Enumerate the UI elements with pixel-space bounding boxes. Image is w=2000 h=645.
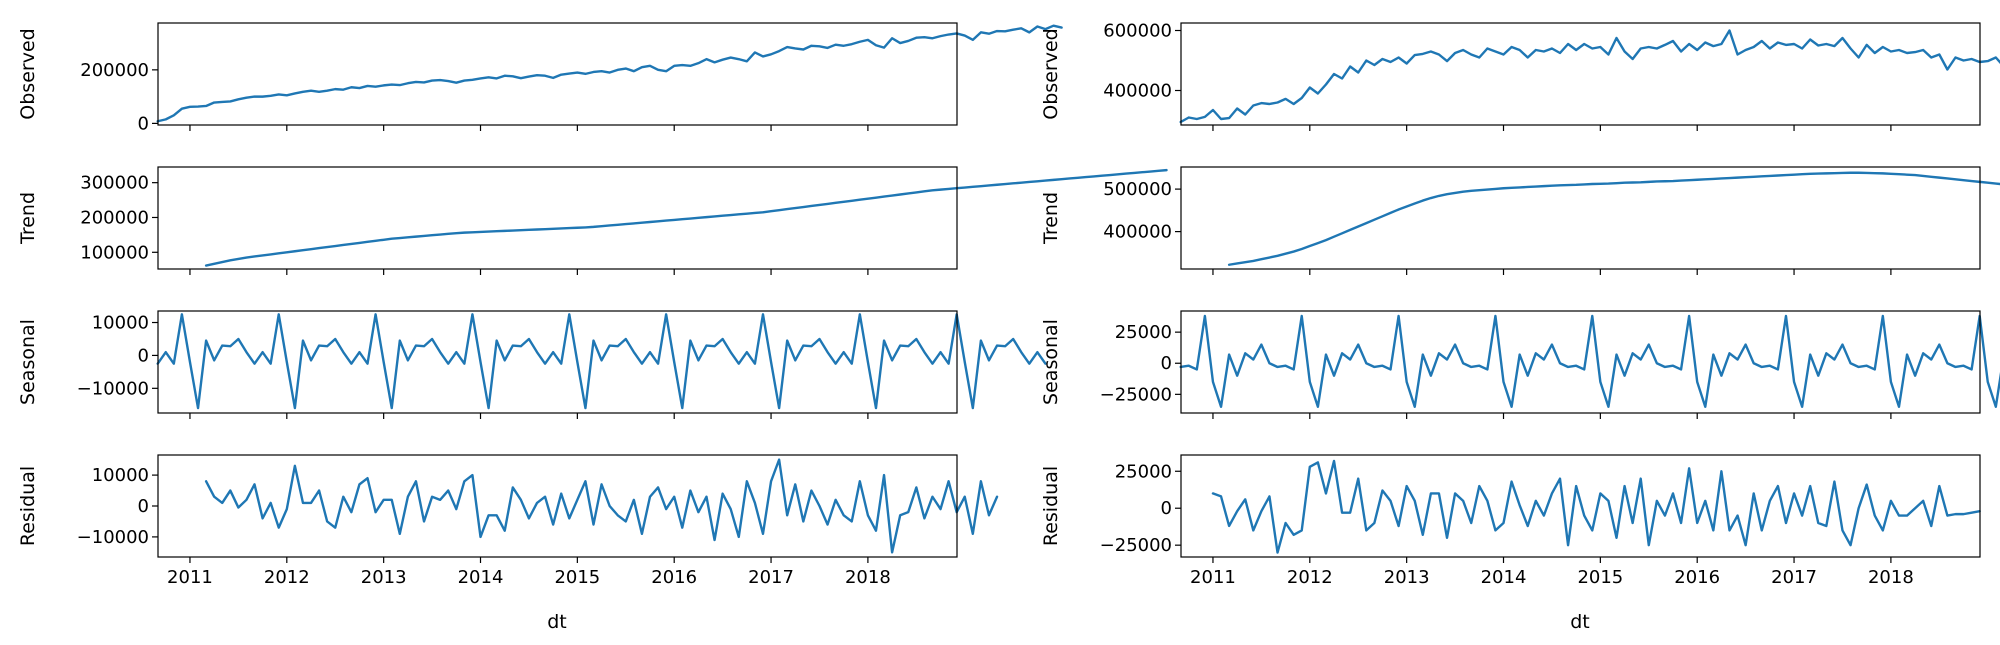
y-tick-label: 400000 — [1103, 81, 1172, 102]
seasonal-series-line — [1179, 314, 2000, 408]
residual-series-line — [1211, 459, 1981, 554]
y-tick-label: −10000 — [77, 527, 149, 548]
trend-panel: 100000 200000 300000 Trend — [17, 166, 1168, 275]
y-tick-label: −25000 — [1100, 535, 1172, 556]
seasonal-axis-label: Seasonal — [1040, 319, 1062, 405]
observed-axes-frame — [1180, 22, 1981, 126]
seasonal-series-line — [156, 313, 1047, 410]
x-tick-label: 2016 — [1674, 567, 1720, 588]
residual-panel: 2011 2012 2013 2014 2015 2016 2017 2018 −25000 0 2… — [1040, 454, 1981, 588]
x-tick-label: 2014 — [1481, 567, 1527, 588]
observed-axis-label: Observed — [17, 28, 39, 119]
observed-axis-label: Observed — [1040, 28, 1062, 119]
right-decomposition: 400000 600000 Observed 400000 500000 Trend −25… — [1040, 21, 2000, 588]
trend-axis-label: Trend — [17, 192, 39, 245]
x-tick-label: 2012 — [1287, 567, 1333, 588]
observed-series-line — [1179, 29, 2000, 124]
residual-series-line — [204, 458, 999, 554]
observed-panel: 0 200000 Observed — [17, 22, 1063, 134]
trend-axes-frame — [1180, 166, 1981, 270]
y-tick-label: 400000 — [1103, 222, 1172, 243]
residual-axes-frame — [1180, 454, 1981, 558]
y-tick-label: 10000 — [92, 313, 149, 334]
y-tick-label: 600000 — [1103, 21, 1172, 42]
x-tick-label: 2012 — [264, 567, 310, 588]
seasonal-panel: −10000 0 10000 Seasonal — [17, 310, 1047, 419]
x-tick-label: 2015 — [554, 567, 600, 588]
trend-panel: 400000 500000 Trend — [1040, 166, 2000, 275]
y-tick-label: 500000 — [1103, 179, 1172, 200]
x-tick-label: 2015 — [1577, 567, 1623, 588]
y-tick-label: 100000 — [80, 242, 149, 263]
y-tick-label: 300000 — [80, 173, 149, 194]
y-tick-label: 25000 — [1115, 322, 1172, 343]
y-tick-label: 200000 — [80, 60, 149, 81]
observed-series-line — [156, 24, 1063, 123]
seasonal-axes-frame — [157, 310, 958, 414]
x-tick-label: 2018 — [845, 567, 891, 588]
y-tick-label: 0 — [138, 113, 149, 134]
x-tick-label: 2017 — [748, 567, 794, 588]
y-tick-label: 0 — [138, 345, 149, 366]
x-tick-label: 2013 — [1384, 567, 1430, 588]
observed-panel: 400000 600000 Observed — [1040, 21, 2000, 131]
x-tick-label: 2017 — [1771, 567, 1817, 588]
seasonal-axes-frame — [1180, 310, 1981, 414]
x-tick-label: 2016 — [651, 567, 697, 588]
y-tick-label: −25000 — [1100, 384, 1172, 405]
seasonal-panel: −25000 0 25000 Seasonal — [1040, 310, 2000, 419]
trend-axis-label: Trend — [1040, 192, 1062, 245]
y-tick-label: 0 — [1161, 353, 1172, 374]
x-axis-label-right: dt — [1570, 611, 1590, 633]
x-tick-label: 2018 — [1868, 567, 1914, 588]
y-tick-label: 0 — [1161, 498, 1172, 519]
x-axis-label-left: dt — [547, 611, 567, 633]
x-tick-label: 2014 — [458, 567, 504, 588]
left-decomposition: 0200000Observed100000200000300000Trend−1… — [17, 22, 1168, 588]
x-tick-label: 2011 — [1190, 567, 1236, 588]
seasonal-axis-label: Seasonal — [17, 319, 39, 405]
y-tick-label: −10000 — [77, 378, 149, 399]
y-tick-label: 25000 — [1115, 461, 1172, 482]
trend-series-line — [204, 168, 1168, 267]
trend-series-line — [1227, 171, 2000, 266]
y-tick-label: 0 — [138, 496, 149, 517]
y-tick-label: 200000 — [80, 207, 149, 228]
residual-axis-label: Residual — [17, 466, 39, 546]
x-tick-label: 2011 — [167, 567, 213, 588]
observed-axes-frame — [157, 22, 958, 126]
y-tick-label: 10000 — [92, 465, 149, 486]
x-tick-label: 2013 — [361, 567, 407, 588]
residual-panel: 2011 2012 2013 2014 2015 2016 2017 2018 −10000 0 1… — [17, 454, 999, 588]
residual-axis-label: Residual — [1040, 466, 1062, 546]
